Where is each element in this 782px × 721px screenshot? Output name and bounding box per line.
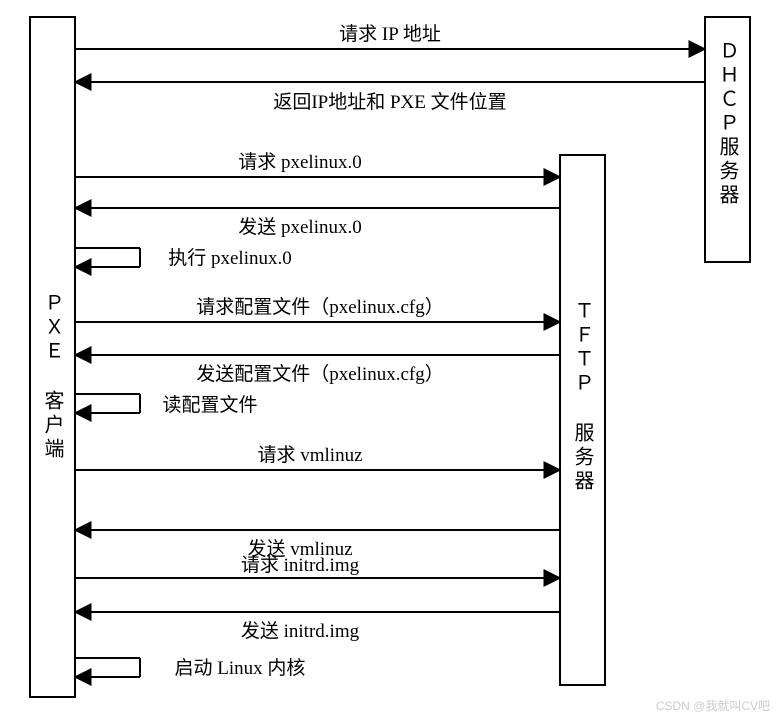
- self-action-0: 执行 pxelinux.0: [75, 247, 292, 269]
- self-action-label-1: 读配置文件: [162, 394, 257, 416]
- watermark-text: CSDN @我就叫CV吧: [656, 699, 770, 713]
- message-label-6: 请求 vmlinuz: [257, 444, 362, 466]
- message-arrows: 请求 IP 地址返回IP地址和 PXE 文件位置请求 pxelinux.0 发送 …: [75, 23, 705, 642]
- tftp-server-label: ＴＦＴＰ 服务器: [571, 300, 594, 494]
- message-label-9: 发送 initrd.img: [241, 620, 360, 642]
- message-label-4: 请求配置文件（pxelinux.cfg）: [196, 296, 444, 318]
- self-action-1: 读配置文件: [75, 394, 258, 416]
- message-label-0: 请求 IP 地址: [339, 23, 441, 45]
- pxe-client-node: ＰＸＥ 客户端: [30, 17, 75, 697]
- self-action-label-0: 执行 pxelinux.0: [168, 247, 292, 269]
- message-label-5: 发送配置文件（pxelinux.cfg）: [196, 363, 444, 385]
- pxe-client-label: ＰＸＥ 客户端: [41, 292, 64, 462]
- sequence-diagram: ＰＸＥ 客户端 ＤＨＣＰ服务器 ＴＦＴＰ 服务器 请求 IP 地址返回IP地址和…: [0, 0, 782, 721]
- message-label-8: 请求 initrd.img: [241, 554, 360, 576]
- self-action-label-2: 启动 Linux 内核: [175, 657, 306, 679]
- message-label-1: 返回IP地址和 PXE 文件位置: [273, 91, 506, 113]
- message-label-3: 发送 pxelinux.0: [238, 216, 362, 238]
- dhcp-server-label: ＤＨＣＰ服务器: [716, 40, 739, 208]
- dhcp-server-node: ＤＨＣＰ服务器: [705, 17, 750, 262]
- message-label-2: 请求 pxelinux.0: [238, 151, 362, 173]
- self-action-2: 启动 Linux 内核: [75, 657, 305, 679]
- tftp-server-node: ＴＦＴＰ 服务器: [560, 155, 605, 685]
